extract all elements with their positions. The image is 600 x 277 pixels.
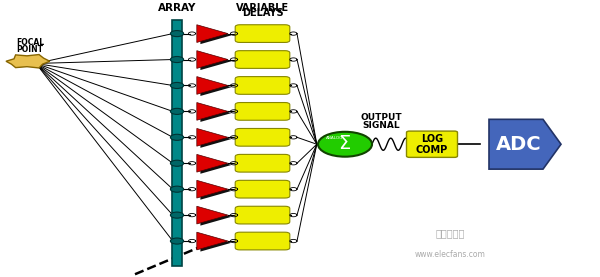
Polygon shape	[6, 55, 50, 68]
Circle shape	[170, 57, 184, 63]
Circle shape	[170, 238, 184, 244]
Text: ARRAY: ARRAY	[158, 3, 196, 13]
Text: ADC: ADC	[496, 135, 542, 154]
Polygon shape	[489, 119, 561, 169]
Text: VARIABLE: VARIABLE	[236, 3, 289, 13]
Polygon shape	[197, 25, 228, 42]
Polygon shape	[200, 26, 232, 44]
FancyBboxPatch shape	[235, 154, 290, 172]
Polygon shape	[200, 104, 232, 122]
Text: POINT: POINT	[16, 45, 44, 53]
Polygon shape	[200, 182, 232, 200]
Text: DELAYS: DELAYS	[242, 8, 283, 18]
Circle shape	[170, 30, 184, 37]
Circle shape	[170, 108, 184, 114]
Circle shape	[170, 83, 184, 88]
FancyBboxPatch shape	[235, 51, 290, 68]
Text: ANALOG: ANALOG	[326, 136, 343, 140]
Text: OUTPUT: OUTPUT	[360, 114, 402, 122]
Circle shape	[170, 186, 184, 192]
FancyBboxPatch shape	[235, 180, 290, 198]
FancyBboxPatch shape	[235, 232, 290, 250]
Polygon shape	[197, 102, 228, 120]
Text: COMP: COMP	[416, 145, 448, 155]
Polygon shape	[200, 78, 232, 96]
Polygon shape	[197, 154, 228, 172]
Text: www.elecfans.com: www.elecfans.com	[415, 250, 485, 259]
FancyBboxPatch shape	[172, 20, 182, 266]
Polygon shape	[197, 232, 228, 250]
Polygon shape	[200, 234, 232, 252]
FancyBboxPatch shape	[235, 129, 290, 146]
Text: LOG: LOG	[421, 134, 443, 144]
Polygon shape	[197, 129, 228, 146]
Circle shape	[170, 134, 184, 140]
FancyBboxPatch shape	[407, 131, 458, 157]
Polygon shape	[197, 77, 228, 94]
FancyBboxPatch shape	[235, 77, 290, 94]
Polygon shape	[200, 52, 232, 70]
Text: SIGNAL: SIGNAL	[362, 121, 400, 130]
Polygon shape	[197, 206, 228, 224]
Circle shape	[170, 160, 184, 166]
Text: $\Sigma$: $\Sigma$	[338, 134, 352, 153]
Circle shape	[170, 212, 184, 218]
FancyBboxPatch shape	[235, 25, 290, 42]
FancyBboxPatch shape	[235, 102, 290, 120]
Text: FOCAL: FOCAL	[16, 38, 44, 47]
Polygon shape	[197, 180, 228, 198]
Polygon shape	[197, 51, 228, 68]
Polygon shape	[200, 156, 232, 174]
Text: 电子发烧友: 电子发烧友	[436, 228, 464, 238]
Circle shape	[318, 132, 372, 157]
FancyBboxPatch shape	[235, 206, 290, 224]
Polygon shape	[200, 208, 232, 226]
Polygon shape	[200, 130, 232, 148]
